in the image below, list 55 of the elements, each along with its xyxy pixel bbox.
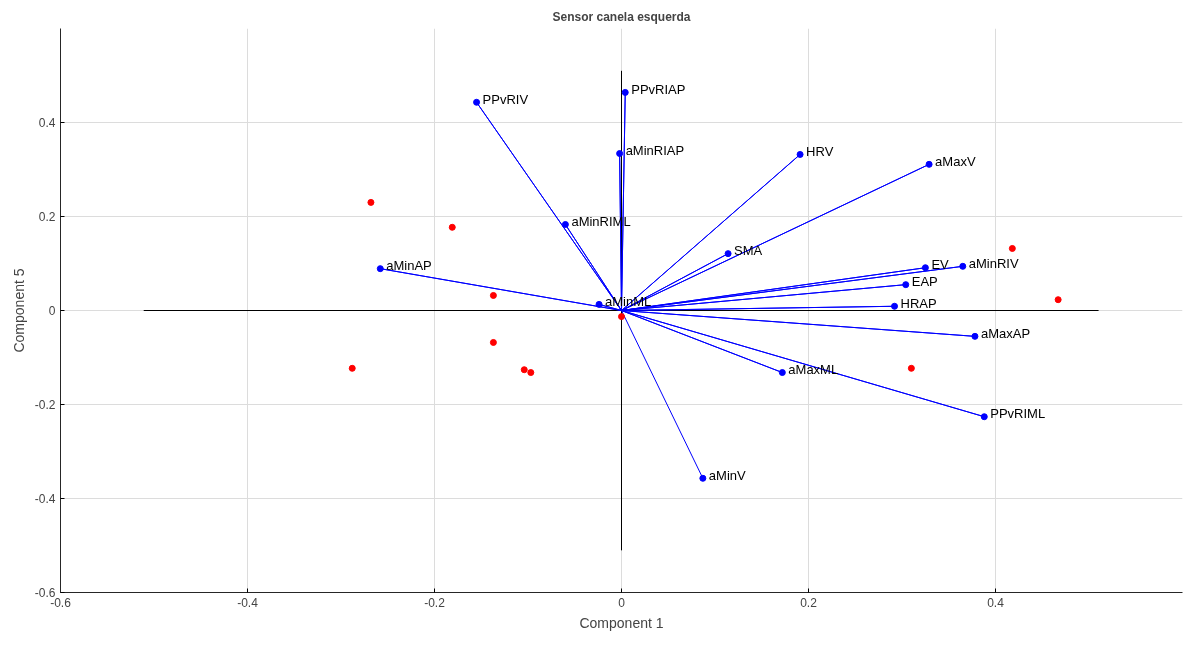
y-tick-label: -0.6	[34, 586, 56, 600]
data-label: HRAP	[900, 295, 937, 311]
point	[891, 302, 899, 310]
point	[971, 332, 979, 340]
point	[1008, 244, 1016, 252]
data-label: aMinV	[708, 467, 747, 483]
point	[699, 474, 707, 482]
point	[473, 98, 481, 106]
chart-title: Sensor canela esquerda	[552, 9, 691, 24]
data-label: aMinRIV	[968, 255, 1019, 271]
y-tick-label: -0.4	[34, 492, 56, 506]
y-tick-label: -0.2	[34, 398, 56, 412]
data-label: PPvRIAP	[631, 81, 686, 97]
point	[561, 221, 569, 228]
data-label: EAP	[911, 274, 938, 290]
x-tick-label: -0.4	[237, 595, 259, 610]
point	[489, 291, 497, 299]
data-label: PPvRIV	[482, 91, 529, 107]
y-tick-label: 0	[48, 304, 56, 318]
x-axis-title: Component 1	[579, 614, 664, 631]
point	[980, 413, 988, 421]
data-label: HRV	[806, 143, 834, 159]
data-label: PPvRIML	[990, 406, 1046, 422]
point	[448, 223, 456, 231]
point	[902, 281, 910, 289]
point	[796, 150, 804, 158]
point	[527, 369, 535, 377]
point	[621, 88, 629, 96]
y-tick-label: 0.4	[38, 116, 56, 130]
point	[1054, 296, 1062, 304]
point	[616, 150, 624, 158]
point	[520, 366, 528, 374]
x-tick-label: 0.2	[800, 595, 818, 610]
x-tick-label: 0	[618, 595, 626, 610]
point	[921, 264, 929, 272]
y-tick-label: 0.2	[38, 210, 56, 224]
y-axis-title: Component 5	[10, 268, 27, 353]
x-tick-label: 0.4	[987, 595, 1005, 610]
point	[348, 364, 356, 372]
point	[778, 369, 786, 377]
point	[959, 262, 967, 270]
point	[376, 265, 384, 273]
point	[724, 250, 732, 258]
data-label: aMaxV	[935, 153, 976, 169]
x-tick-label: -0.2	[424, 595, 446, 610]
point	[489, 338, 497, 346]
data-label: aMinAP	[386, 258, 432, 274]
point	[925, 160, 933, 168]
point	[595, 300, 603, 308]
point	[907, 364, 915, 372]
data-label: aMaxAP	[980, 325, 1031, 341]
point	[618, 313, 625, 321]
data-label: EV	[931, 257, 950, 273]
data-label: aMinRIAP	[625, 143, 685, 159]
point	[367, 198, 375, 206]
